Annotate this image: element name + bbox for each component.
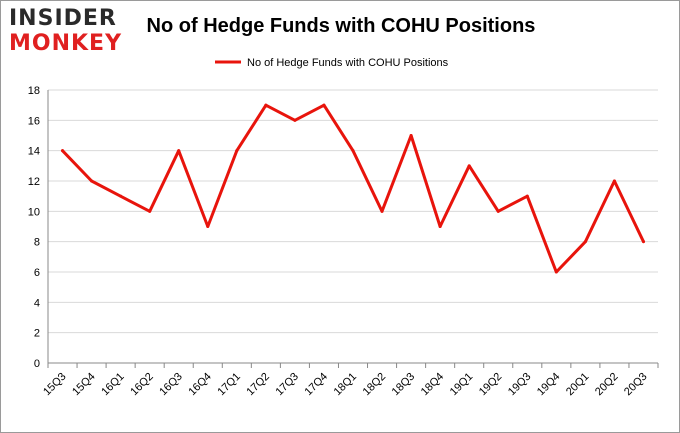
data-point-19Q3 (525, 194, 529, 198)
x-tick-label: 15Q3 (41, 371, 69, 399)
x-tick-label: 18Q2 (361, 371, 389, 399)
data-point-19Q4 (554, 270, 558, 274)
x-tick-label: 16Q2 (128, 371, 156, 399)
y-tick-label: 0 (34, 358, 40, 370)
data-point-18Q1 (351, 149, 355, 153)
x-tick-label: 19Q3 (506, 371, 534, 399)
x-tick-label: 16Q1 (99, 371, 127, 399)
data-point-18Q3 (409, 134, 413, 137)
data-point-16Q4 (206, 225, 210, 228)
x-tick-label: 20Q2 (593, 371, 621, 399)
data-point-16Q2 (148, 209, 152, 213)
x-tick-label: 20Q3 (622, 371, 650, 399)
y-tick-label: 14 (28, 146, 40, 158)
y-tick-label: 12 (28, 176, 40, 188)
y-tick-label: 6 (34, 267, 40, 279)
x-tick-label: 18Q4 (419, 371, 447, 399)
logo-line-1: INSIDER (9, 6, 117, 31)
y-tick-label: 4 (34, 297, 40, 309)
x-tick-label: 16Q4 (186, 371, 214, 399)
data-point-16Q1 (119, 194, 123, 198)
legend-label: No of Hedge Funds with COHU Positions (247, 57, 449, 69)
x-tick-label: 20Q1 (564, 371, 592, 399)
insider-monkey-logo: INSIDER MONKEY (9, 7, 127, 61)
y-tick-label: 2 (34, 328, 40, 340)
y-tick-label: 8 (34, 237, 40, 249)
data-point-17Q2 (264, 103, 268, 107)
x-tick-label: 17Q3 (274, 371, 302, 399)
x-tick-label: 17Q1 (215, 371, 243, 399)
data-point-17Q3 (293, 118, 297, 122)
y-tick-label: 18 (28, 85, 40, 97)
data-point-20Q2 (612, 179, 616, 183)
logo-line-2: MONKEY (9, 31, 123, 56)
data-point-19Q2 (496, 209, 500, 213)
data-point-20Q3 (641, 240, 645, 244)
x-tick-label: 15Q4 (70, 371, 98, 399)
data-point-16Q3 (177, 149, 181, 153)
data-point-18Q2 (380, 209, 384, 213)
x-tick-label: 19Q1 (448, 371, 476, 399)
x-tick-label: 19Q4 (535, 371, 563, 399)
data-point-15Q3 (61, 149, 65, 153)
series-line-cohu (61, 103, 645, 274)
data-point-18Q4 (438, 225, 442, 228)
x-tick-label: 18Q3 (390, 371, 418, 399)
data-point-19Q1 (467, 164, 471, 168)
data-point-15Q4 (90, 179, 94, 183)
x-tick-label: 19Q2 (477, 371, 505, 399)
y-tick-label: 10 (28, 206, 40, 218)
x-tick-label: 17Q4 (303, 371, 331, 399)
y-tick-label: 16 (28, 115, 40, 127)
data-point-20Q1 (583, 240, 587, 244)
x-tick-label: 16Q3 (157, 371, 185, 399)
x-tick-label: 18Q1 (332, 371, 360, 399)
x-tick-label: 17Q2 (244, 371, 272, 399)
chart-title: No of Hedge Funds with COHU Positions (146, 15, 536, 37)
data-point-17Q4 (322, 103, 326, 107)
data-point-17Q1 (235, 149, 239, 153)
